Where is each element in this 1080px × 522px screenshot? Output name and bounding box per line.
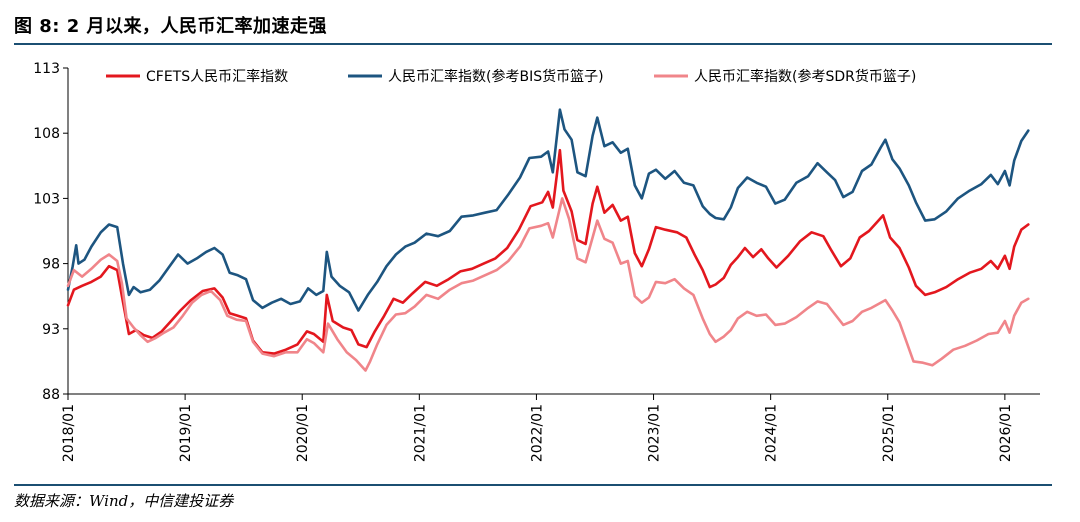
x-tick-label: 2023/01 [647,404,663,462]
legend-label-2: 人民币汇率指数(参考SDR货币篮子) [694,68,916,85]
title-rule [14,43,1052,45]
source-rule [14,484,1052,486]
data-source-note: 数据来源：Wind，中信建投证券 [14,492,234,510]
y-tick-label: 113 [33,61,60,77]
x-tick-label: 2025/01 [881,404,897,462]
x-tick-label: 2021/01 [412,404,428,462]
series-line-1 [66,108,1030,312]
y-tick-label: 98 [42,257,60,273]
x-tick-label: 2020/01 [295,404,311,462]
y-tick-label: 93 [42,322,60,338]
legend-label-0: CFETS人民币汇率指数 [146,68,288,85]
y-tick-label: 108 [33,126,60,142]
series-line-0 [66,148,1030,355]
exchange-rate-line-chart: 88 93 98 103 108 113 2018/01 2019/01 2020/01 2021… [33,61,1040,462]
series-line-2 [66,197,1030,372]
x-tick-label: 2026/01 [998,404,1014,462]
legend-label-1: 人民币汇率指数(参考BIS货币篮子) [388,68,604,85]
x-tick-label: 2022/01 [529,404,545,462]
figure-title: 图 8: 2 月以来，人民币汇率加速走强 [14,16,328,37]
y-tick-label: 103 [33,191,60,207]
x-tick-label: 2019/01 [178,404,194,462]
y-tick-label: 88 [42,387,60,403]
x-tick-label: 2024/01 [764,404,780,462]
x-tick-label: 2018/01 [61,404,77,462]
